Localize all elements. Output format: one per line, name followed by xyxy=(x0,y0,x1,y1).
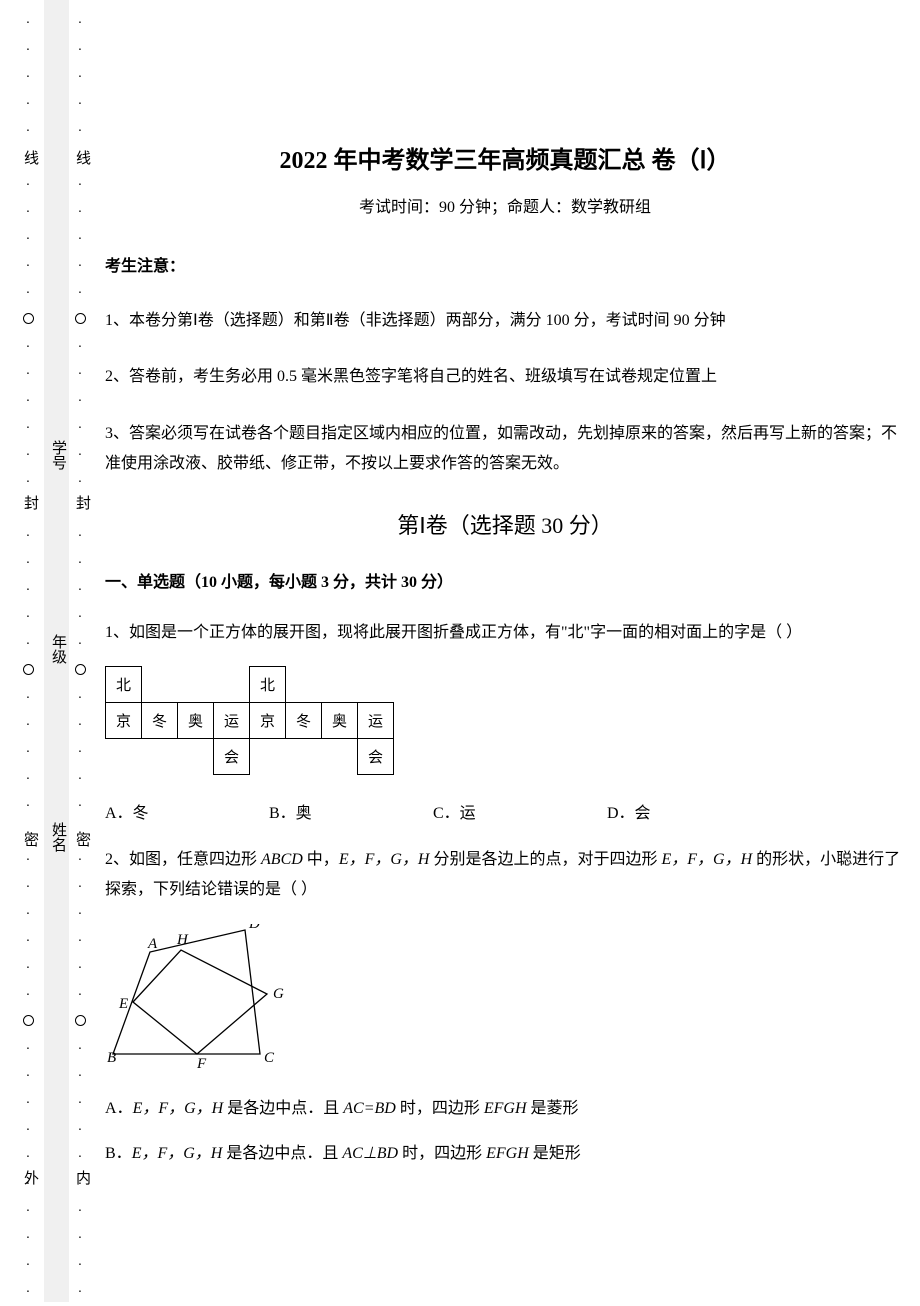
net-cell: 北 xyxy=(106,666,142,702)
optA-pre: A． xyxy=(105,1100,133,1117)
net-cell: 运 xyxy=(214,702,250,738)
net-cell: 北 xyxy=(250,666,286,702)
q2-prefix: 2、如图，任意四边形 xyxy=(105,851,261,868)
q2-option-b: B．E，F，G，H 是各边中点．且 AC⊥BD 时，四边形 EFGH 是矩形 xyxy=(105,1141,905,1167)
net-cell: 奥 xyxy=(178,702,214,738)
choice-b: B．奥 xyxy=(269,799,429,823)
page-content: 2022 年中考数学三年高频真题汇总 卷（Ⅰ） 考试时间：90 分钟；命题人：数… xyxy=(105,0,905,1187)
optA-efgh: E，F，G，H xyxy=(133,1100,224,1117)
svg-text:E: E xyxy=(118,996,128,1012)
question-1-text: 1、如图是一个正方体的展开图，现将此展开图折叠成正方体，有"北"字一面的相对面上… xyxy=(105,618,905,648)
svg-text:F: F xyxy=(196,1056,207,1069)
exam-title: 2022 年中考数学三年高频真题汇总 卷（Ⅰ） xyxy=(105,140,905,175)
net-cell: 运 xyxy=(358,702,394,738)
notice-item-1: 1、本卷分第Ⅰ卷（选择题）和第Ⅱ卷（非选择题）两部分，满分 100 分，考试时间… xyxy=(105,306,905,336)
svg-text:H: H xyxy=(176,932,189,948)
optA-c2: EFGH xyxy=(484,1100,527,1117)
net-cell: 京 xyxy=(106,702,142,738)
optA-t3: 是菱形 xyxy=(527,1100,579,1117)
q1-choices: A．冬 B．奥 C．运 D．会 xyxy=(105,799,905,823)
q2-efgh2: E，F，G，H xyxy=(662,851,753,868)
label-xingming: 姓名 xyxy=(48,822,69,852)
q2-efgh: E，F，G，H xyxy=(339,851,430,868)
optB-pre: B． xyxy=(105,1145,132,1162)
choice-a: A．冬 xyxy=(105,799,265,823)
optB-c1: AC⊥BD xyxy=(342,1145,398,1162)
cube-net-figure: 北 北 京 冬 奥 运 京 冬 奥 运 会 会 xyxy=(105,666,905,775)
notice-item-3: 3、答案必须写在试卷各个题目指定区域内相应的位置，如需改动，先划掉原来的答案，然… xyxy=(105,419,905,480)
optB-t3: 是矩形 xyxy=(529,1145,581,1162)
q2-option-a: A．E，F，G，H 是各边中点．且 AC=BD 时，四边形 EFGH 是菱形 xyxy=(105,1096,905,1122)
inner-dotted-line: ········································… xyxy=(70,0,90,1302)
q2-mid1: 中， xyxy=(303,851,339,868)
svg-text:G: G xyxy=(273,986,284,1002)
inner-label-4: 内 xyxy=(72,1170,93,1185)
optB-t1: 是各边中点．且 xyxy=(222,1145,342,1162)
svg-text:B: B xyxy=(107,1050,116,1066)
q2-mid2: 分别是各边上的点，对于四边形 xyxy=(429,851,661,868)
section-title: 第Ⅰ卷（选择题 30 分） xyxy=(105,508,905,540)
outer-label-3: 密 xyxy=(20,832,41,847)
inner-label-3: 密 xyxy=(72,832,93,847)
optA-c1: AC=BD xyxy=(343,1100,396,1117)
question-2-text: 2、如图，任意四边形 ABCD 中，E，F，G，H 分别是各边上的点，对于四边形… xyxy=(105,845,905,906)
label-nianji: 年级 xyxy=(48,634,69,664)
svg-text:D: D xyxy=(248,924,260,932)
q2-diagram: A B C D E F G H xyxy=(105,924,905,1074)
net-cell: 冬 xyxy=(142,702,178,738)
middle-gray-column: 学号 年级 姓名 xyxy=(44,0,69,1302)
exam-subtitle: 考试时间：90 分钟；命题人：数学教研组 xyxy=(105,193,905,217)
choice-c: C．运 xyxy=(433,799,603,823)
optA-t1: 是各边中点．且 xyxy=(223,1100,343,1117)
optB-c2: EFGH xyxy=(486,1145,529,1162)
section-subtitle: 一、单选题（10 小题，每小题 3 分，共计 30 分） xyxy=(105,568,905,592)
net-cell: 会 xyxy=(358,738,394,774)
optB-efgh: E，F，G，H xyxy=(132,1145,223,1162)
net-cell: 会 xyxy=(214,738,250,774)
q2-abcd: ABCD xyxy=(261,851,303,868)
label-xuehao: 学号 xyxy=(48,440,69,470)
notice-header: 考生注意： xyxy=(105,252,905,276)
outer-dotted-line: ········································… xyxy=(18,0,38,1302)
net-cell: 奥 xyxy=(322,702,358,738)
notice-item-2: 2、答卷前，考生务必用 0.5 毫米黑色签字笔将自己的姓名、班级填写在试卷规定位… xyxy=(105,362,905,392)
svg-text:C: C xyxy=(264,1050,275,1066)
inner-label-2: 封 xyxy=(72,495,93,510)
outer-label-2: 封 xyxy=(20,495,41,510)
outer-label-4: 外 xyxy=(20,1170,41,1185)
quadrilateral-svg: A B C D E F G H xyxy=(105,924,285,1069)
outer-label-1: 线 xyxy=(20,150,41,165)
svg-text:A: A xyxy=(147,936,158,952)
optA-t2: 时，四边形 xyxy=(396,1100,484,1117)
net-cell: 京 xyxy=(250,702,286,738)
optB-t2: 时，四边形 xyxy=(398,1145,486,1162)
inner-label-1: 线 xyxy=(72,150,93,165)
net-cell: 冬 xyxy=(286,702,322,738)
choice-d: D．会 xyxy=(607,799,767,823)
binding-margin: ········································… xyxy=(0,0,100,1302)
